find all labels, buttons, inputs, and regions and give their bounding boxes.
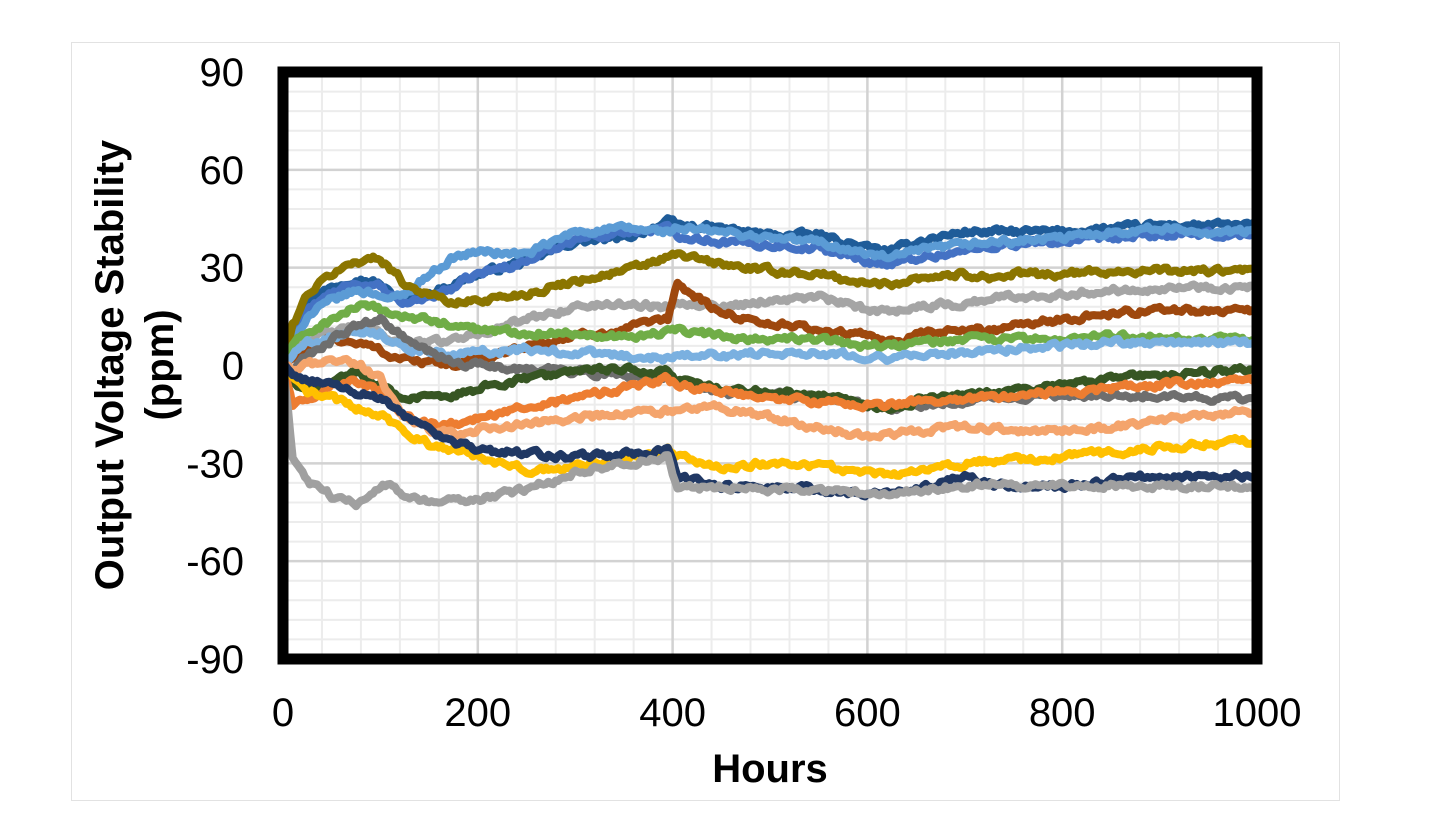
series-line-13 xyxy=(279,359,1261,480)
x-tick-label: 400 xyxy=(639,691,706,735)
y-axis-title-line1: Output Voltage Stability xyxy=(88,139,132,590)
y-tick-label: 30 xyxy=(200,247,245,291)
y-tick-label: 90 xyxy=(200,51,245,95)
y-tick-label: -60 xyxy=(186,540,244,584)
series-line-7 xyxy=(279,300,1261,370)
series-line-6 xyxy=(279,278,1261,371)
x-axis-title: Hours xyxy=(712,747,828,791)
x-tick-label: 800 xyxy=(1029,691,1096,735)
series-line-12 xyxy=(279,354,1261,442)
plot-area-border xyxy=(277,66,1263,665)
series-line-4 xyxy=(279,249,1261,370)
y-axis-tick-labels: 90 60 30 0 -30 -60 -90 xyxy=(186,51,244,682)
x-tick-label: 1000 xyxy=(1213,691,1302,735)
x-tick-label: 600 xyxy=(834,691,901,735)
y-tick-label: 0 xyxy=(222,345,244,389)
y-axis-title: Output Voltage Stability (ppm) xyxy=(88,139,182,590)
y-axis-title-line2: (ppm) xyxy=(138,309,182,420)
y-tick-label: 60 xyxy=(200,149,245,193)
series-lines xyxy=(279,214,1261,511)
y-tick-label: -30 xyxy=(186,442,244,486)
major-gridlines xyxy=(281,70,1259,661)
series-line-15 xyxy=(279,359,1261,511)
series-line-5 xyxy=(279,280,1261,370)
series-line-3 xyxy=(279,220,1261,371)
x-tick-label: 0 xyxy=(272,691,294,735)
x-tick-label: 200 xyxy=(444,691,511,735)
series-line-11 xyxy=(279,360,1261,431)
y-tick-label: -90 xyxy=(186,638,244,682)
x-axis-tick-labels: 0 200 400 600 800 1000 xyxy=(272,691,1302,735)
